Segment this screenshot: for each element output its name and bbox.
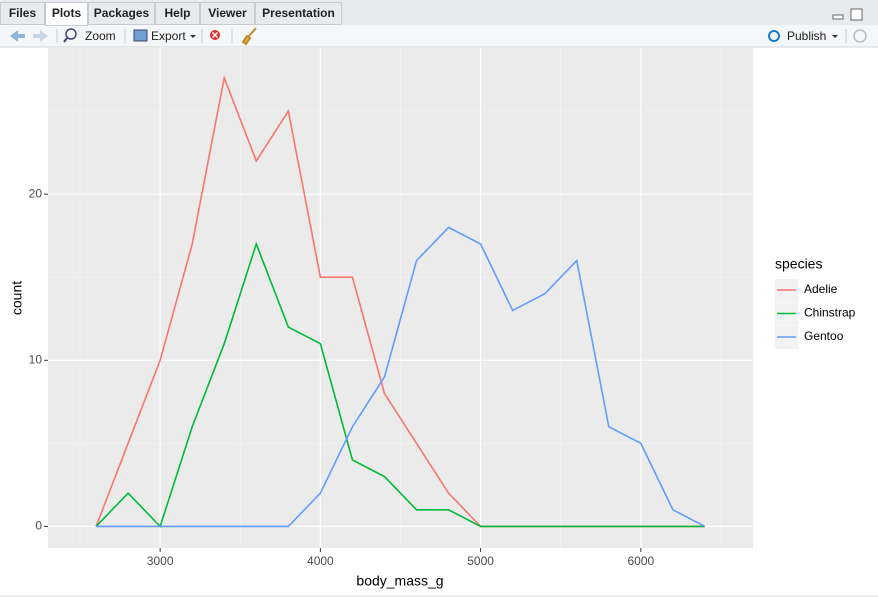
- y-axis-title: count: [9, 281, 25, 315]
- tab[interactable]: [255, 2, 342, 25]
- x-tick-label: 3000: [147, 554, 174, 568]
- export-icon: [133, 29, 148, 42]
- toolbar: [0, 25, 878, 47]
- export-button[interactable]: Export: [151, 29, 186, 43]
- series-line: [95, 241, 705, 528]
- refresh-button[interactable]: [853, 29, 867, 43]
- publish-button[interactable]: Publish: [787, 29, 826, 43]
- tab-label: Help: [164, 6, 190, 20]
- zoom-icon-handle: [63, 37, 68, 43]
- tab[interactable]: [200, 2, 255, 25]
- tab[interactable]: [155, 2, 200, 25]
- remove-plot-x: [211, 31, 219, 39]
- tab[interactable]: [45, 2, 88, 26]
- tab-label: Plots: [52, 6, 82, 20]
- export-dropdown[interactable]: [190, 35, 196, 38]
- tab[interactable]: [0, 2, 45, 25]
- zoom-button[interactable]: Zoom: [85, 29, 116, 43]
- y-tick-label: 20: [29, 186, 43, 200]
- clear-plots-button[interactable]: [241, 27, 257, 46]
- x-axis-title: body_mass_g: [356, 573, 443, 589]
- y-tick-label: 10: [29, 352, 43, 366]
- legend-label: Gentoo: [804, 329, 844, 343]
- tab[interactable]: [88, 2, 155, 25]
- toolbar-items: Zoom Export Publish: [10, 8, 867, 46]
- x-tick-label: 4000: [307, 554, 334, 568]
- series-line: [96, 226, 706, 528]
- maximize-button[interactable]: [850, 8, 863, 21]
- publish-dropdown[interactable]: [832, 35, 838, 38]
- minimize-button[interactable]: [832, 14, 844, 20]
- zoom-icon: [65, 28, 77, 40]
- x-tick-label: 5000: [467, 554, 494, 568]
- tab-label: Files: [9, 6, 37, 20]
- tab-label: Viewer: [208, 6, 247, 20]
- forward-button[interactable]: [33, 30, 48, 42]
- publish-icon: [768, 30, 780, 42]
- legend-label: Adelie: [804, 282, 838, 296]
- back-button[interactable]: [10, 30, 25, 42]
- legend-label: Chinstrap: [804, 306, 856, 320]
- tab-label: Presentation: [262, 6, 335, 20]
- x-tick-label: 6000: [627, 554, 654, 568]
- tab-label: Packages: [94, 6, 150, 20]
- y-tick-label: 0: [35, 519, 42, 533]
- legend-title: species: [775, 256, 822, 272]
